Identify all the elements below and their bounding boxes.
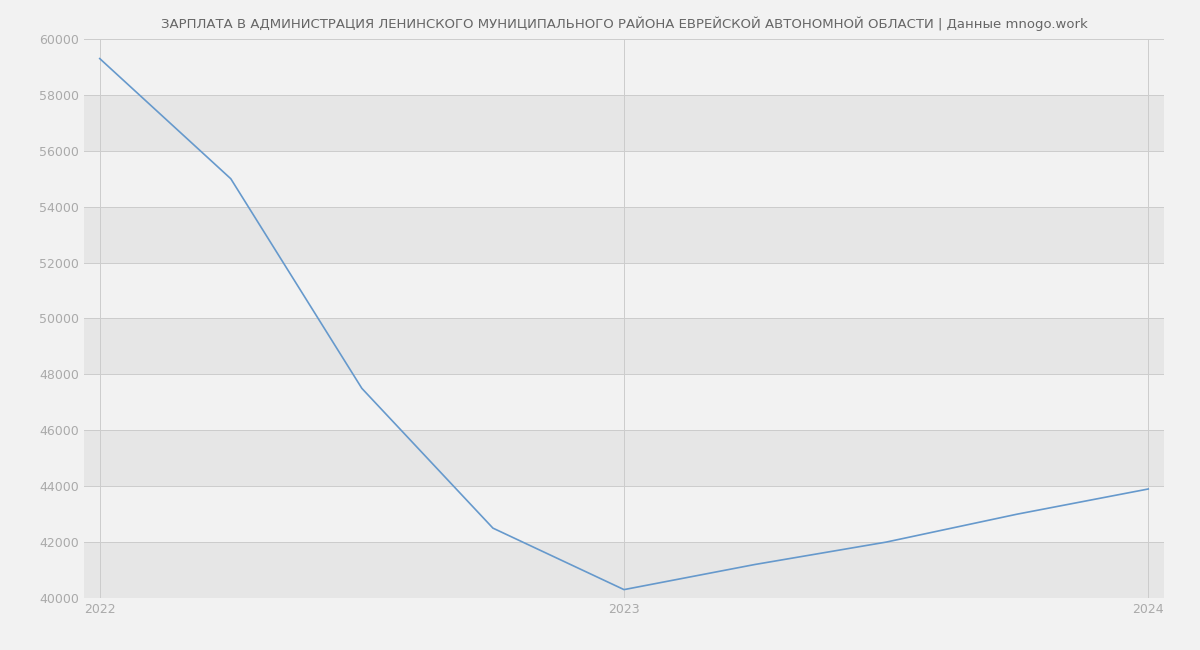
Bar bbox=[84, 486, 1164, 542]
Title: ЗАРПЛАТА В АДМИНИСТРАЦИЯ ЛЕНИНСКОГО МУНИЦИПАЛЬНОГО РАЙОНА ЕВРЕЙСКОЙ АВТОНОМНОЙ О: ЗАРПЛАТА В АДМИНИСТРАЦИЯ ЛЕНИНСКОГО МУНИ… bbox=[161, 16, 1087, 31]
Bar bbox=[84, 151, 1164, 207]
Bar bbox=[84, 95, 1164, 151]
Bar bbox=[84, 39, 1164, 95]
Bar bbox=[84, 542, 1164, 598]
Bar bbox=[84, 207, 1164, 263]
Bar bbox=[84, 430, 1164, 486]
Bar bbox=[84, 263, 1164, 318]
Bar bbox=[84, 318, 1164, 374]
Bar bbox=[84, 374, 1164, 430]
